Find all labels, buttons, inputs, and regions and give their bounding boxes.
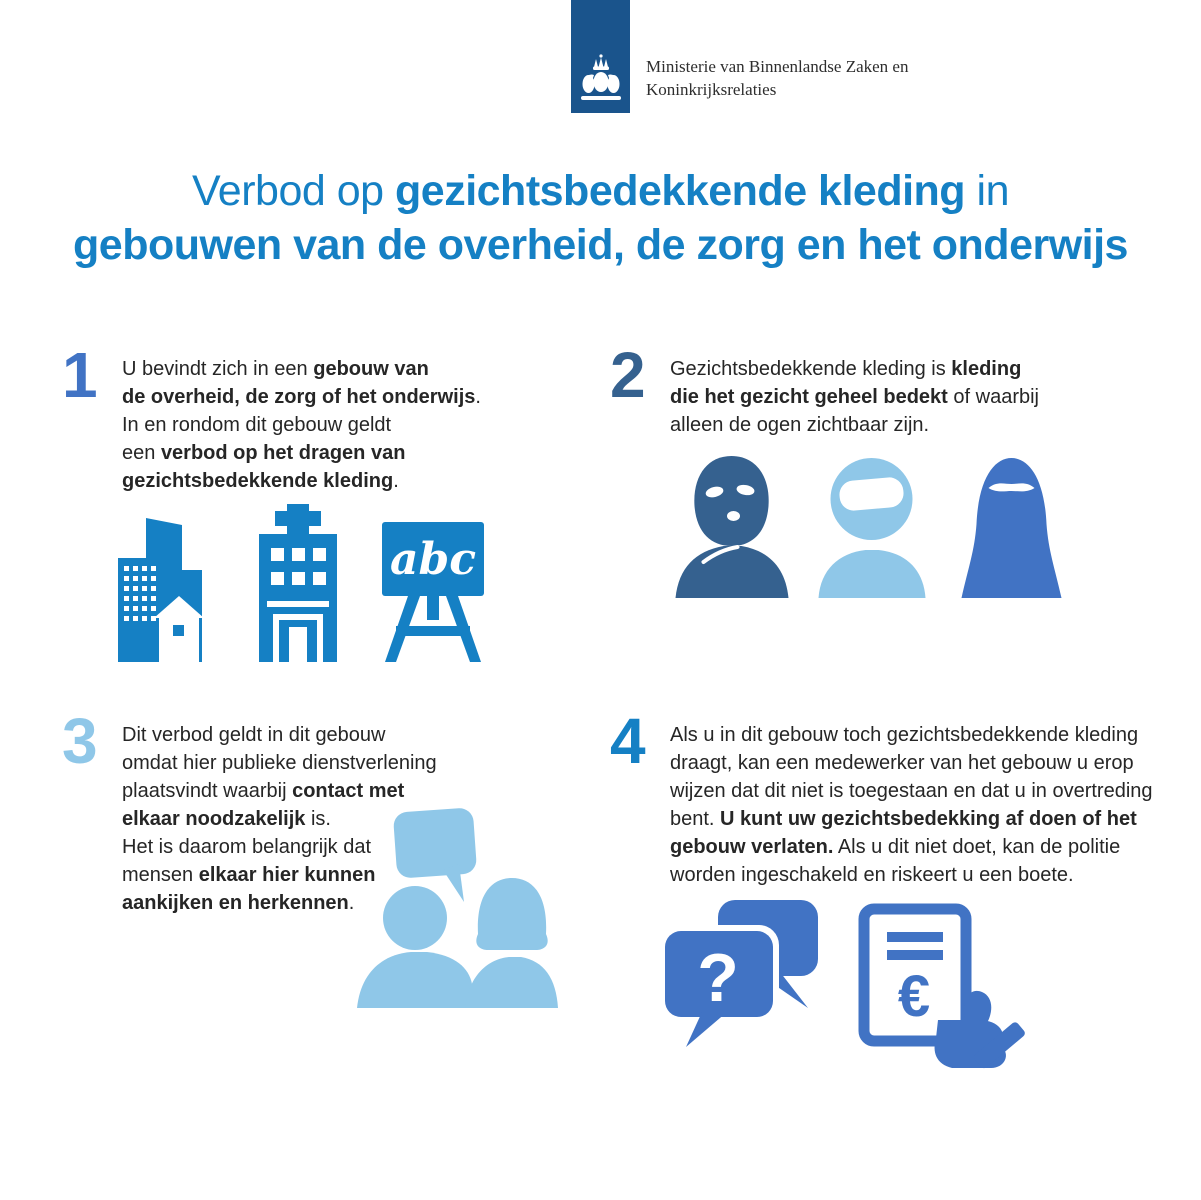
section-1-text: U bevindt zich in een gebouw van de overh… — [122, 358, 481, 492]
hospital-icon — [259, 504, 337, 662]
section-1: 1 U bevindt zich in een gebouw van de ove… — [62, 343, 607, 712]
section-4: 4 Als u in dit gebouw toch gezichtsbedek… — [610, 709, 1190, 1078]
section-3: 3 Dit verbod geldt in dit gebouw omdat hi… — [62, 709, 607, 1078]
section-1-number: 1 — [62, 339, 98, 411]
balaclava-icon — [675, 456, 789, 598]
section-4-text: Als u in dit gebouw toch gezichtsbedekke… — [670, 724, 1153, 886]
people-talking-icon — [345, 806, 560, 1008]
section-2-text: Gezichtsbedekkende kleding is kleding die… — [670, 358, 1039, 436]
helmet-icon — [818, 458, 926, 598]
school-board-icon: abc — [382, 522, 484, 662]
ministry-name-line2: Koninkrijksrelaties — [646, 80, 777, 99]
ministry-name: Ministerie van Binnenlandse Zaken en Kon… — [646, 55, 908, 101]
rijksoverheid-logo-bar — [571, 0, 630, 113]
ministry-name-line1: Ministerie van Binnenlandse Zaken en — [646, 57, 909, 76]
euro-sign-glyph: € — [898, 964, 930, 1029]
section-2-number: 2 — [610, 339, 646, 411]
page-title: Verbod op gezichtsbedekkende kleding in g… — [73, 167, 1128, 269]
section-4-number: 4 — [610, 705, 646, 777]
school-board-abc-label: abc — [390, 534, 476, 585]
section-2-icons — [674, 456, 1070, 598]
section-3-text: Dit verbod geldt in dit gebouw omdat hier… — [122, 724, 437, 914]
section-3-number: 3 — [62, 705, 98, 777]
rijksoverheid-crest-icon — [580, 54, 621, 100]
section-1-icons: abc — [118, 500, 486, 662]
section-2: 2 Gezichtsbedekkende kleding is kleding d… — [610, 343, 1185, 712]
euro-fine-icon: € — [854, 903, 1025, 1072]
question-mark-glyph: ? — [697, 940, 739, 1016]
niqab-icon — [961, 458, 1062, 598]
government-building-icon — [118, 518, 204, 662]
question-bubbles-icon: ? — [659, 898, 820, 1060]
